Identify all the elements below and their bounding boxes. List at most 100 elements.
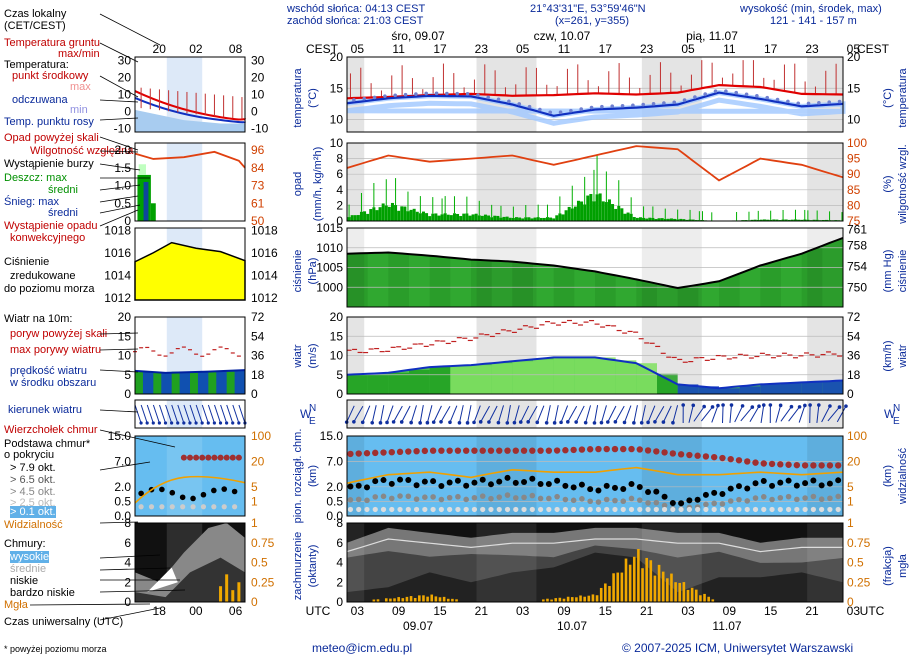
wind-arrow	[567, 405, 578, 423]
legend-wind-right-tick: 36	[251, 349, 265, 363]
legend-cloud-left-tick: 0.0	[114, 509, 131, 523]
footer-email[interactable]: meteo@icm.edu.pl	[312, 641, 413, 655]
precip-bar	[772, 219, 776, 221]
precip-bar	[673, 218, 677, 221]
wind-arrow-head	[431, 420, 436, 424]
fog-bar	[641, 568, 644, 602]
precip-bar	[459, 216, 463, 221]
dew-point-dot	[786, 99, 790, 104]
legend-wind-border	[134, 316, 246, 395]
cloud-base-dot-light	[397, 506, 403, 513]
fog-bar	[591, 594, 595, 602]
cover-left-tick: 6	[336, 536, 343, 550]
cloud-top-dot	[710, 453, 718, 461]
cloud-base-dot-gray	[372, 494, 379, 500]
dew-point-dot	[383, 94, 387, 98]
vis-right-tick: 20	[847, 454, 861, 468]
legend-cloud-base-dot	[159, 486, 165, 493]
wind-arrow-head	[661, 420, 666, 424]
fog-bar	[397, 597, 400, 602]
precip-bar	[415, 211, 419, 221]
wind-arrow-head	[599, 420, 604, 425]
wind-arrow-head	[750, 405, 755, 409]
cloud-top-dot	[810, 462, 817, 469]
cloud-base-dot-light	[413, 506, 420, 513]
legend-wind-green	[171, 371, 180, 394]
cloud-base-dot-light	[471, 506, 478, 513]
cloud-base-dot-light	[645, 506, 651, 513]
cloud-base-dot	[380, 477, 387, 484]
legend-temp-mid	[134, 90, 246, 121]
dew-point-dot	[651, 102, 656, 106]
cloud-panel-night-band	[807, 436, 843, 516]
wind-arrow	[554, 405, 559, 423]
legend-wind-arrow	[183, 404, 191, 424]
fog-bar	[393, 598, 396, 602]
sunrise-text: wschód słońca: 04:13 CEST	[287, 3, 426, 15]
fog-right-tick: 0.5	[847, 556, 864, 570]
cloud-top-dot	[512, 447, 519, 454]
precip-over-label: Opad powyżej skali	[4, 132, 99, 144]
legend-wind-green	[135, 371, 143, 394]
legend-pointer-line	[99, 607, 161, 621]
cloud-base-dot	[372, 478, 379, 485]
cloud-panel-border	[346, 435, 844, 517]
wind-arrow-head	[710, 405, 715, 409]
legend-pointer-line	[99, 332, 139, 335]
cloud-base-dot-light	[752, 506, 759, 513]
legend-pressure-left-tick: 1016	[104, 246, 131, 260]
bottom-hour-label: 03	[516, 604, 530, 618]
wind-arrow	[371, 405, 377, 423]
legend-utc-hour: 18	[153, 604, 167, 618]
dew-point-dot	[548, 110, 553, 115]
cover-night-band	[347, 523, 365, 602]
cloud-base-dot	[653, 488, 660, 495]
cloud-base-dot-gray	[661, 502, 668, 509]
cloud-base-dot-gray	[645, 500, 651, 506]
cloud-base-dot-light	[777, 506, 783, 513]
cloud-base-dot-light	[571, 506, 577, 513]
wind-left-tick: 5	[336, 368, 343, 382]
dew-point-dot	[765, 95, 770, 100]
wind-arrow	[775, 405, 782, 423]
cover-left-tick: 0	[336, 595, 343, 609]
legend-cloud-top-dot	[217, 454, 224, 461]
cloud-base-dot	[702, 491, 709, 498]
precip-bar	[595, 194, 599, 221]
cloud-base-dot-gray	[397, 493, 403, 499]
rh-right-tick: 75	[847, 214, 861, 228]
fog-bar	[583, 596, 586, 602]
legend-pointer-line	[99, 554, 161, 559]
wind-arrow-head	[768, 403, 773, 407]
fog-bar	[575, 597, 578, 602]
bottom-hour-label: 09	[392, 604, 406, 618]
fog-bar	[405, 596, 409, 602]
cloud-base-dot-light	[728, 506, 734, 513]
legend-wind-arrow	[159, 404, 166, 424]
legend-wind-arrow	[152, 404, 160, 424]
wind-arrow	[426, 405, 433, 423]
o79-label: > 7.9 okt.	[10, 462, 56, 474]
cloud-base-dot-light	[628, 506, 635, 513]
cloud-top-dot	[372, 449, 379, 457]
cloud-base-dot-gray	[463, 496, 469, 503]
dew-point-dot	[641, 102, 646, 107]
cloud-base-dot-gray	[818, 496, 825, 503]
fog-bar	[637, 548, 640, 602]
wind-arrow-head	[505, 421, 510, 425]
conv-label2: konwekcyjnego	[10, 232, 86, 244]
wind-color-segment	[801, 382, 823, 394]
legend-cloud-light-dot	[180, 504, 186, 510]
legend-precip-night	[166, 143, 203, 221]
fog-bar	[599, 587, 603, 602]
cloud-base-dot	[454, 477, 461, 484]
gust-max-label: max porywy wiatru	[10, 344, 102, 356]
temp-felt-label: odczuwana	[12, 94, 68, 106]
legend-cloud-base-dot	[138, 490, 144, 497]
wind-arrow	[520, 405, 530, 423]
cloud-base-dot-gray	[744, 498, 751, 504]
precip-bar	[629, 213, 633, 221]
legend-fog-bar	[231, 590, 235, 602]
fog-bar	[389, 598, 392, 602]
precip-bar	[530, 218, 534, 221]
